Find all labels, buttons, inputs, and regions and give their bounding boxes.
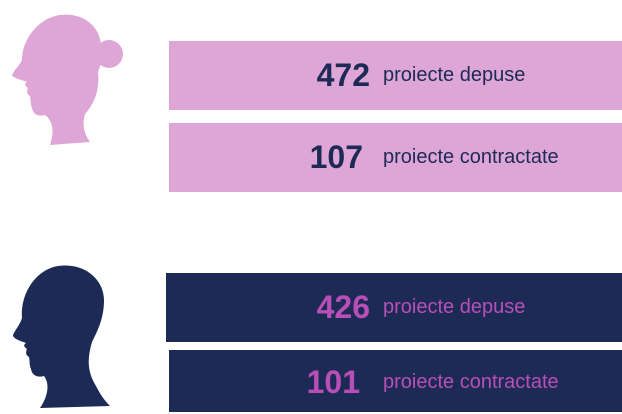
stat-bar: 426 proiecte depuse (166, 273, 622, 342)
woman-silhouette (12, 14, 123, 145)
stat-number: 472 (316, 57, 370, 93)
stat-label: proiecte contractate (383, 371, 559, 393)
silhouettes (12, 14, 123, 408)
stat-number: 107 (309, 139, 363, 175)
man-silhouette (13, 265, 110, 408)
stat-bar: 472 proiecte depuse (169, 41, 622, 110)
stat-bar: 101 proiecte contractate (169, 350, 622, 412)
stat-label: proiecte depuse (383, 64, 526, 86)
stat-label: proiecte depuse (383, 296, 526, 318)
stat-number: 101 (306, 364, 360, 400)
stat-label: proiecte contractate (383, 146, 559, 168)
stat-bar: 107 proiecte contractate (169, 123, 622, 192)
stat-number: 426 (316, 289, 370, 325)
